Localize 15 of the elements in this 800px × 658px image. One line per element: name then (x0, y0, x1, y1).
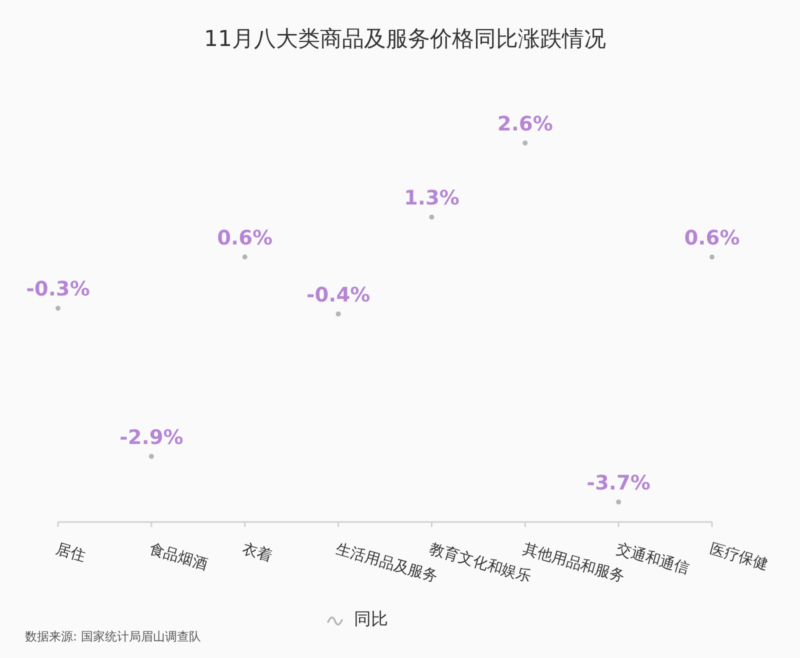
x-tick-label: 医疗保健 (708, 539, 770, 574)
data-label: 2.6% (497, 111, 553, 136)
x-tick-label: 衣着 (240, 539, 274, 566)
data-label: 0.6% (217, 225, 273, 250)
x-tick-label: 食品烟酒 (147, 539, 210, 574)
annotation: 数据来源: 国家统计局眉山调查队 (25, 629, 201, 644)
data-label: 1.3% (404, 186, 460, 210)
x-tick-label: 居住 (54, 539, 88, 566)
legend-label: 同比 (354, 610, 388, 630)
title: 11月八大类商品及服务价格同比涨跌情况 (204, 27, 606, 52)
data-label: 0.6% (684, 225, 740, 250)
data-label: -2.9% (120, 424, 184, 449)
data-label: -0.4% (306, 282, 370, 306)
data-label: -0.3% (26, 276, 90, 301)
data-label: -3.7% (586, 470, 650, 494)
